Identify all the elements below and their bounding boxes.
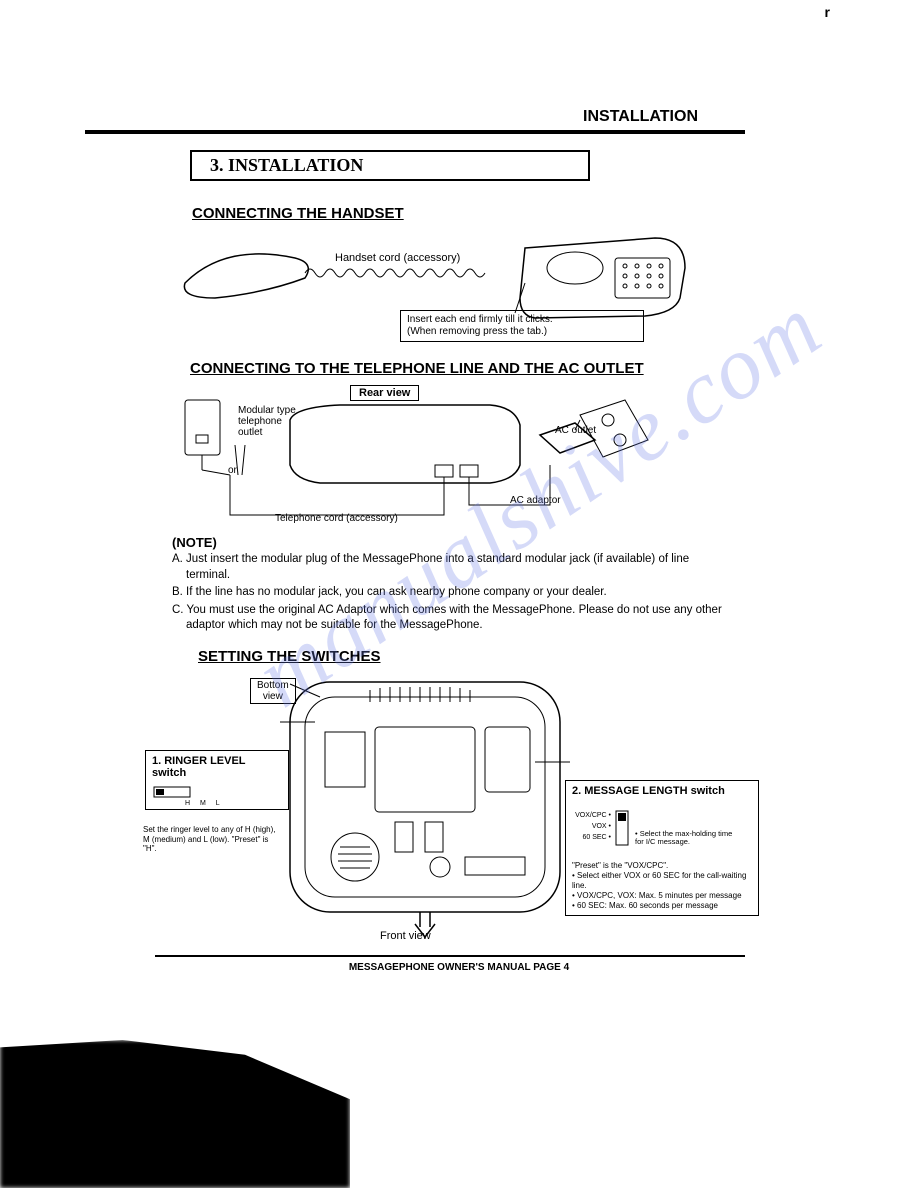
modular-outlet-label: Modular type telephone outlet (238, 405, 308, 438)
section-title: 3. INSTALLATION (190, 150, 590, 181)
page-footer: MESSAGEPHONE OWNER'S MANUAL PAGE 4 (0, 962, 918, 973)
ringer-hml-labels: H M L (185, 800, 224, 807)
corner-mark: r (825, 4, 830, 20)
header-rule (85, 130, 745, 134)
notes-block: A. Just insert the modular plug of the M… (172, 552, 732, 636)
subhead-handset: CONNECTING THE HANDSET (192, 205, 404, 222)
subhead-line-ac: CONNECTING TO THE TELEPHONE LINE AND THE… (190, 360, 644, 377)
note-b: B. If the line has no modular jack, you … (172, 585, 732, 601)
msglen-title: 2. MESSAGE LENGTH switch (572, 785, 752, 799)
front-view-label: Front view (380, 930, 431, 942)
or-label: or (228, 465, 237, 476)
msglen-line-1: • Select either VOX or 60 SEC for the ca… (572, 871, 752, 891)
insert-note-box: Insert each end firmly till it clicks. (… (400, 310, 644, 342)
telephone-cord-label: Telephone cord (accessory) (275, 513, 398, 524)
msglen-line-2: • VOX/CPC, VOX: Max. 5 minutes per messa… (572, 891, 752, 901)
page-header: INSTALLATION (583, 108, 698, 126)
msglen-line-0: "Preset" is the "VOX/CPC". (572, 861, 752, 871)
ringer-title: 1. RINGER LEVEL switch (152, 755, 282, 779)
ac-outlet-label: AC outlet (555, 425, 596, 436)
msglen-line-3: • 60 SEC: Max. 60 seconds per message (572, 901, 752, 911)
msglen-select-max: • Select the max-holding time for I/C me… (635, 830, 735, 847)
ac-adaptor-label: AC adaptor (510, 495, 561, 506)
note-heading: (NOTE) (172, 535, 217, 550)
bottom-diagram (280, 672, 570, 942)
message-length-box: 2. MESSAGE LENGTH switch "Preset" is the… (565, 780, 759, 916)
msglen-opt-labels: VOX/CPC • VOX • 60 SEC • (573, 810, 611, 844)
scan-smudge (0, 1040, 350, 1188)
note-c: C. You must use the original AC Adaptor … (172, 603, 732, 634)
subhead-switches: SETTING THE SWITCHES (198, 648, 381, 665)
handset-cord-label: Handset cord (accessory) (335, 252, 460, 264)
ringer-note: Set the ringer level to any of H (high),… (143, 825, 283, 854)
footer-rule (155, 955, 745, 957)
note-a: A. Just insert the modular plug of the M… (172, 552, 732, 583)
